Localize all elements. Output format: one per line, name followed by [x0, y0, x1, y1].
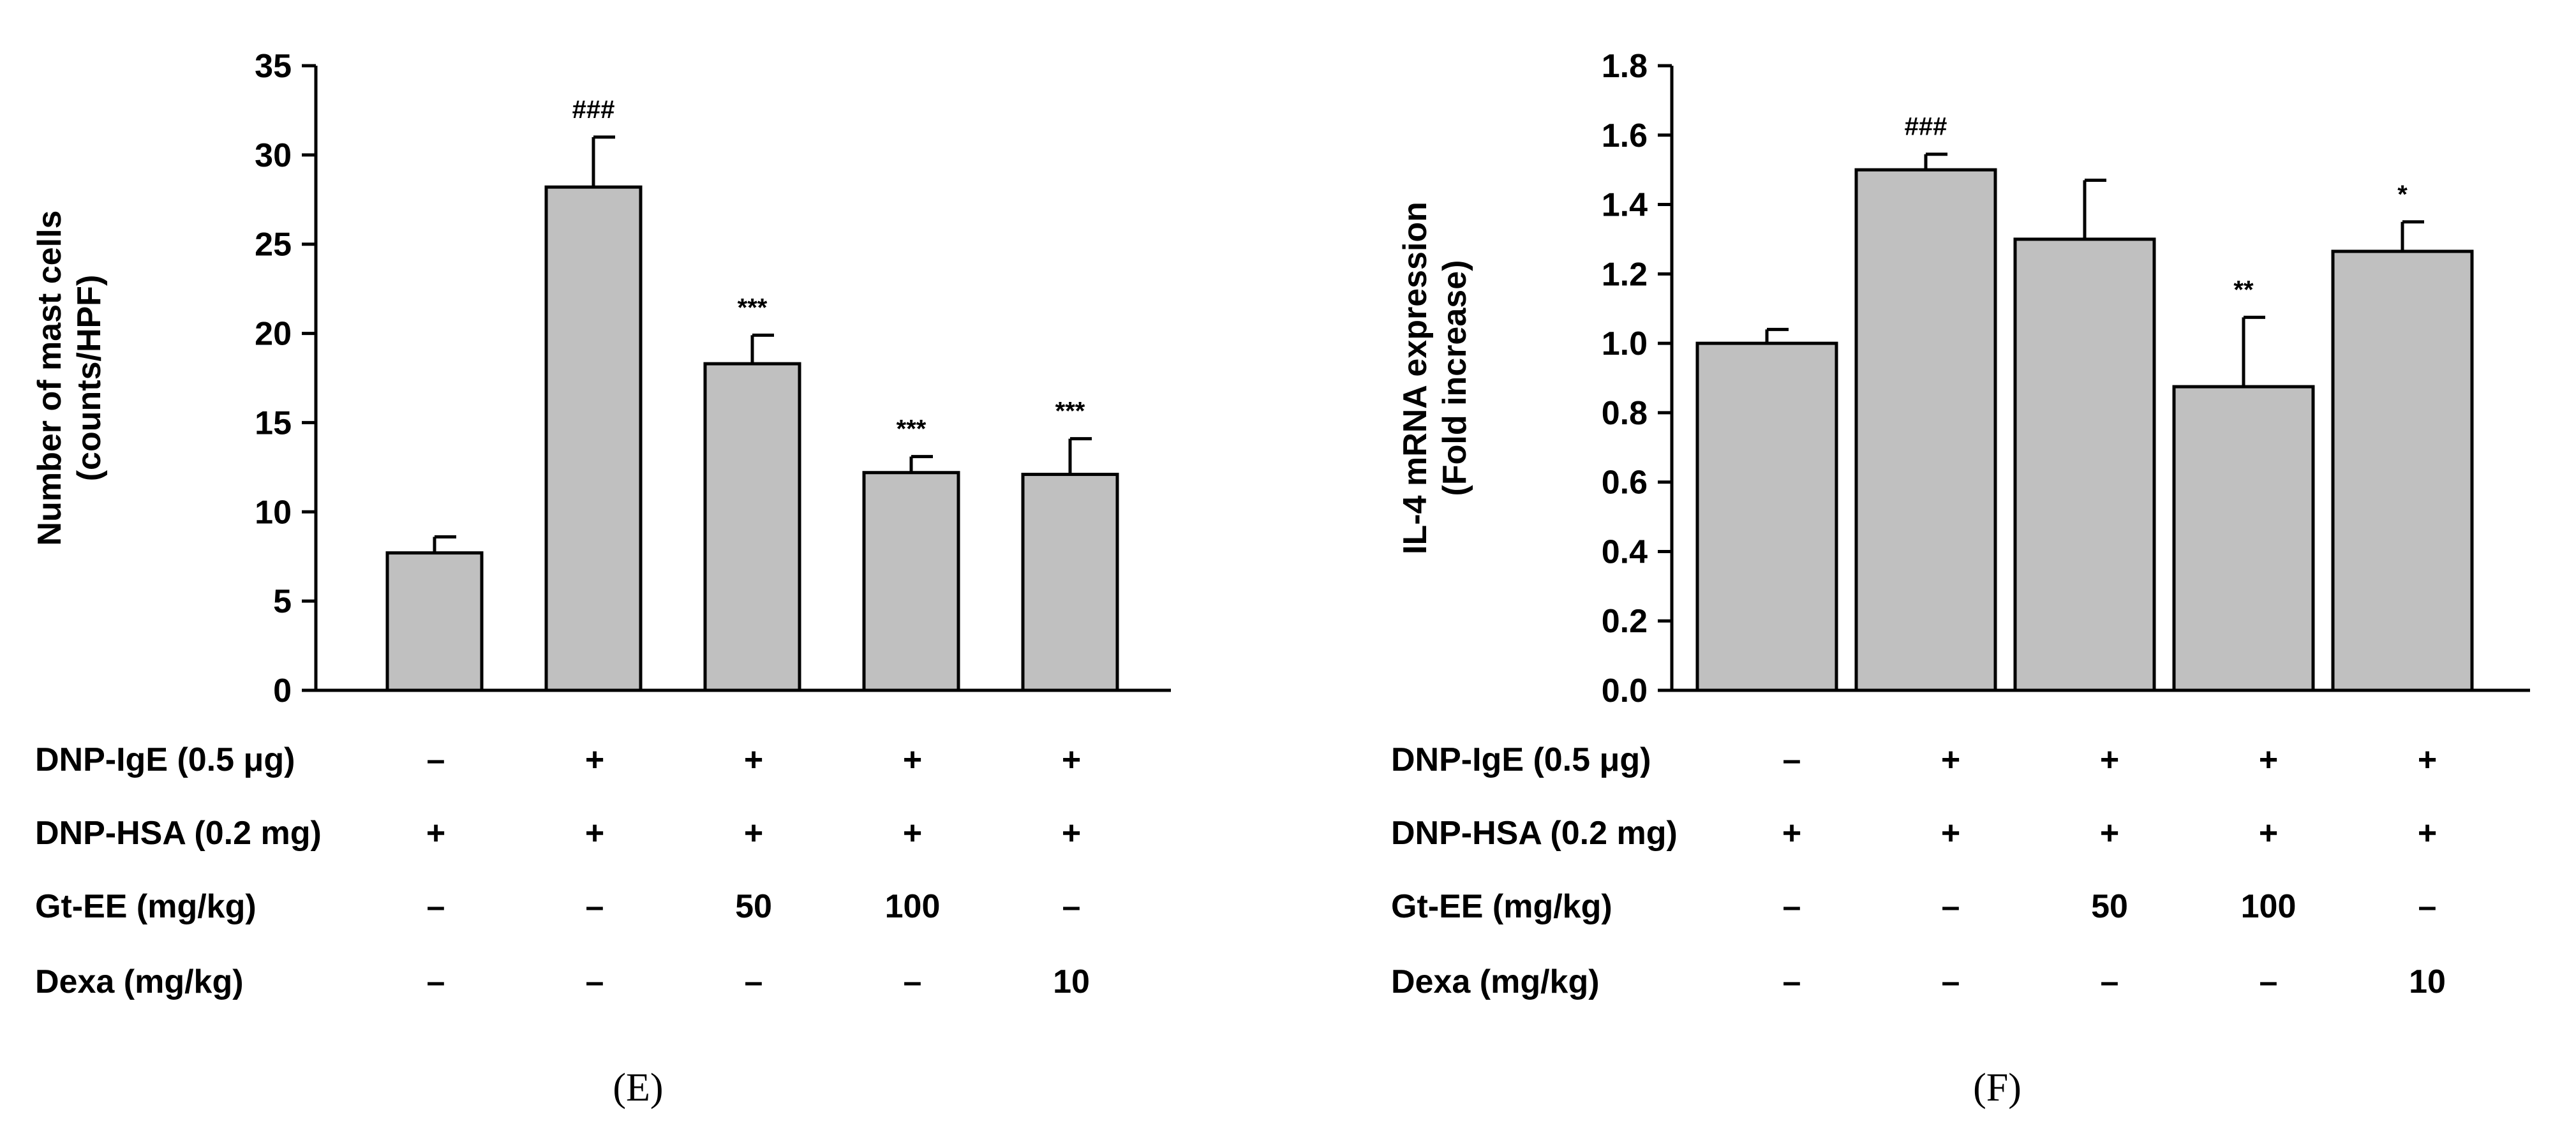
treatment-cell: – [2418, 888, 2437, 925]
y-tick-label: 30 [255, 137, 292, 174]
chart-panel-f: 0.0 0.2 0.4 0.6 0.8 1.0 1.2 1.4 1.6 1.8 IL-4 mRNA … [1391, 48, 2530, 1109]
treatment-cell: – [2101, 963, 2119, 1000]
bar [385, 551, 484, 692]
y-tick-label: 1.4 [1602, 187, 1648, 224]
treatment-row-label: DNP-IgE (0.5 μg) [35, 741, 295, 778]
treatment-cell: – [1783, 741, 1801, 778]
y-tick-label: 35 [255, 48, 292, 85]
treatment-cell: – [1942, 963, 1960, 1000]
treatment-cell: + [744, 815, 763, 852]
treatment-cell: + [2100, 815, 2119, 852]
y-tick-label: 1.0 [1602, 325, 1648, 362]
treatment-cell: + [903, 815, 922, 852]
y-axis-label-line2: (counts/HPF) [71, 275, 108, 482]
significance-label: ### [1905, 113, 1947, 141]
significance-label: ### [572, 96, 615, 124]
bar [544, 185, 643, 692]
treatment-cell: 50 [2091, 888, 2128, 925]
y-tick-label: 0 [273, 672, 292, 709]
treatment-cell: – [904, 963, 922, 1000]
y-tick-label: 20 [255, 316, 292, 353]
treatment-row-label: Gt-EE (mg/kg) [35, 888, 257, 925]
treatment-cell: – [1783, 888, 1801, 925]
panel-label: (E) [613, 1066, 663, 1109]
treatment-row-label: DNP-HSA (0.2 mg) [35, 815, 322, 852]
bar [1021, 473, 1119, 692]
treatment-row-label: Dexa (mg/kg) [35, 963, 244, 1000]
treatment-cell: + [744, 741, 763, 778]
treatment-row-label: DNP-HSA (0.2 mg) [1391, 815, 1678, 852]
treatment-cell: – [427, 963, 445, 1000]
treatment-cell: – [427, 741, 445, 778]
treatment-cell: – [1783, 963, 1801, 1000]
treatment-cell: 10 [2409, 963, 2446, 1000]
y-tick-label: 25 [255, 226, 292, 263]
panel-label: (F) [1973, 1066, 2021, 1109]
significance-label: *** [738, 293, 768, 322]
treatment-cell: – [586, 888, 604, 925]
y-axis-label-line1: Number of mast cells [31, 211, 68, 546]
y-tick-label: 1.8 [1602, 48, 1648, 85]
treatment-cell: + [2259, 741, 2278, 778]
treatment-row-label: Gt-EE (mg/kg) [1391, 888, 1612, 925]
bar [703, 362, 801, 692]
bar [2331, 249, 2474, 692]
treatment-cell: 100 [885, 888, 941, 925]
treatment-cell: – [1942, 888, 1960, 925]
y-axis-label-line2: (Fold increase) [1436, 260, 1473, 496]
y-tick-label: 0.0 [1602, 672, 1648, 709]
y-tick-label: 5 [273, 583, 292, 620]
significance-label: ** [2233, 276, 2254, 304]
treatment-cell: + [585, 815, 604, 852]
y-tick-label: 0.2 [1602, 603, 1648, 640]
treatment-row-label: DNP-IgE (0.5 μg) [1391, 741, 1651, 778]
treatment-cell: 10 [1053, 963, 1090, 1000]
treatment-cell: + [1941, 741, 1960, 778]
y-axis-label: IL-4 mRNA expression(Fold increase) [1397, 202, 1473, 554]
bar [862, 471, 960, 692]
treatment-cell: – [745, 963, 763, 1000]
treatment-cell: + [903, 741, 922, 778]
treatment-cell: – [2260, 963, 2278, 1000]
bar [2013, 237, 2156, 692]
y-tick-label: 0.4 [1602, 533, 1648, 570]
treatment-cell: + [2100, 741, 2119, 778]
y-tick-label: 1.6 [1602, 117, 1648, 154]
treatment-cell: 50 [735, 888, 772, 925]
treatment-row-label: Dexa (mg/kg) [1391, 963, 1600, 1000]
y-tick-label: 0.6 [1602, 464, 1648, 501]
significance-label: *** [1055, 397, 1085, 426]
treatment-cell: – [586, 963, 604, 1000]
treatment-cell: + [585, 741, 604, 778]
treatment-cell: + [1062, 741, 1081, 778]
bar [1854, 168, 1997, 692]
y-axis-label-line1: IL-4 mRNA expression [1397, 202, 1434, 554]
treatment-cell: + [1941, 815, 1960, 852]
treatment-cell: – [1062, 888, 1081, 925]
y-axis-label: Number of mast cells(counts/HPF) [31, 211, 108, 546]
treatment-cell: + [1062, 815, 1081, 852]
treatment-cell: – [427, 888, 445, 925]
significance-label: * [2397, 181, 2408, 209]
y-tick-label: 10 [255, 494, 292, 531]
treatment-cell: + [2418, 815, 2437, 852]
chart-panel-e: 0 5 10 15 20 25 30 35 Number of mast cells(count… [31, 48, 1171, 1109]
treatment-cell: + [2418, 741, 2437, 778]
bar [1695, 341, 1838, 692]
treatment-cell: + [2259, 815, 2278, 852]
y-tick-label: 0.8 [1602, 395, 1648, 432]
y-tick-label: 1.2 [1602, 256, 1648, 293]
treatment-cell: + [1782, 815, 1801, 852]
treatment-cell: + [426, 815, 445, 852]
y-tick-label: 15 [255, 404, 292, 441]
treatment-cell: 100 [2241, 888, 2297, 925]
significance-label: *** [897, 415, 927, 443]
bar [2172, 385, 2315, 692]
